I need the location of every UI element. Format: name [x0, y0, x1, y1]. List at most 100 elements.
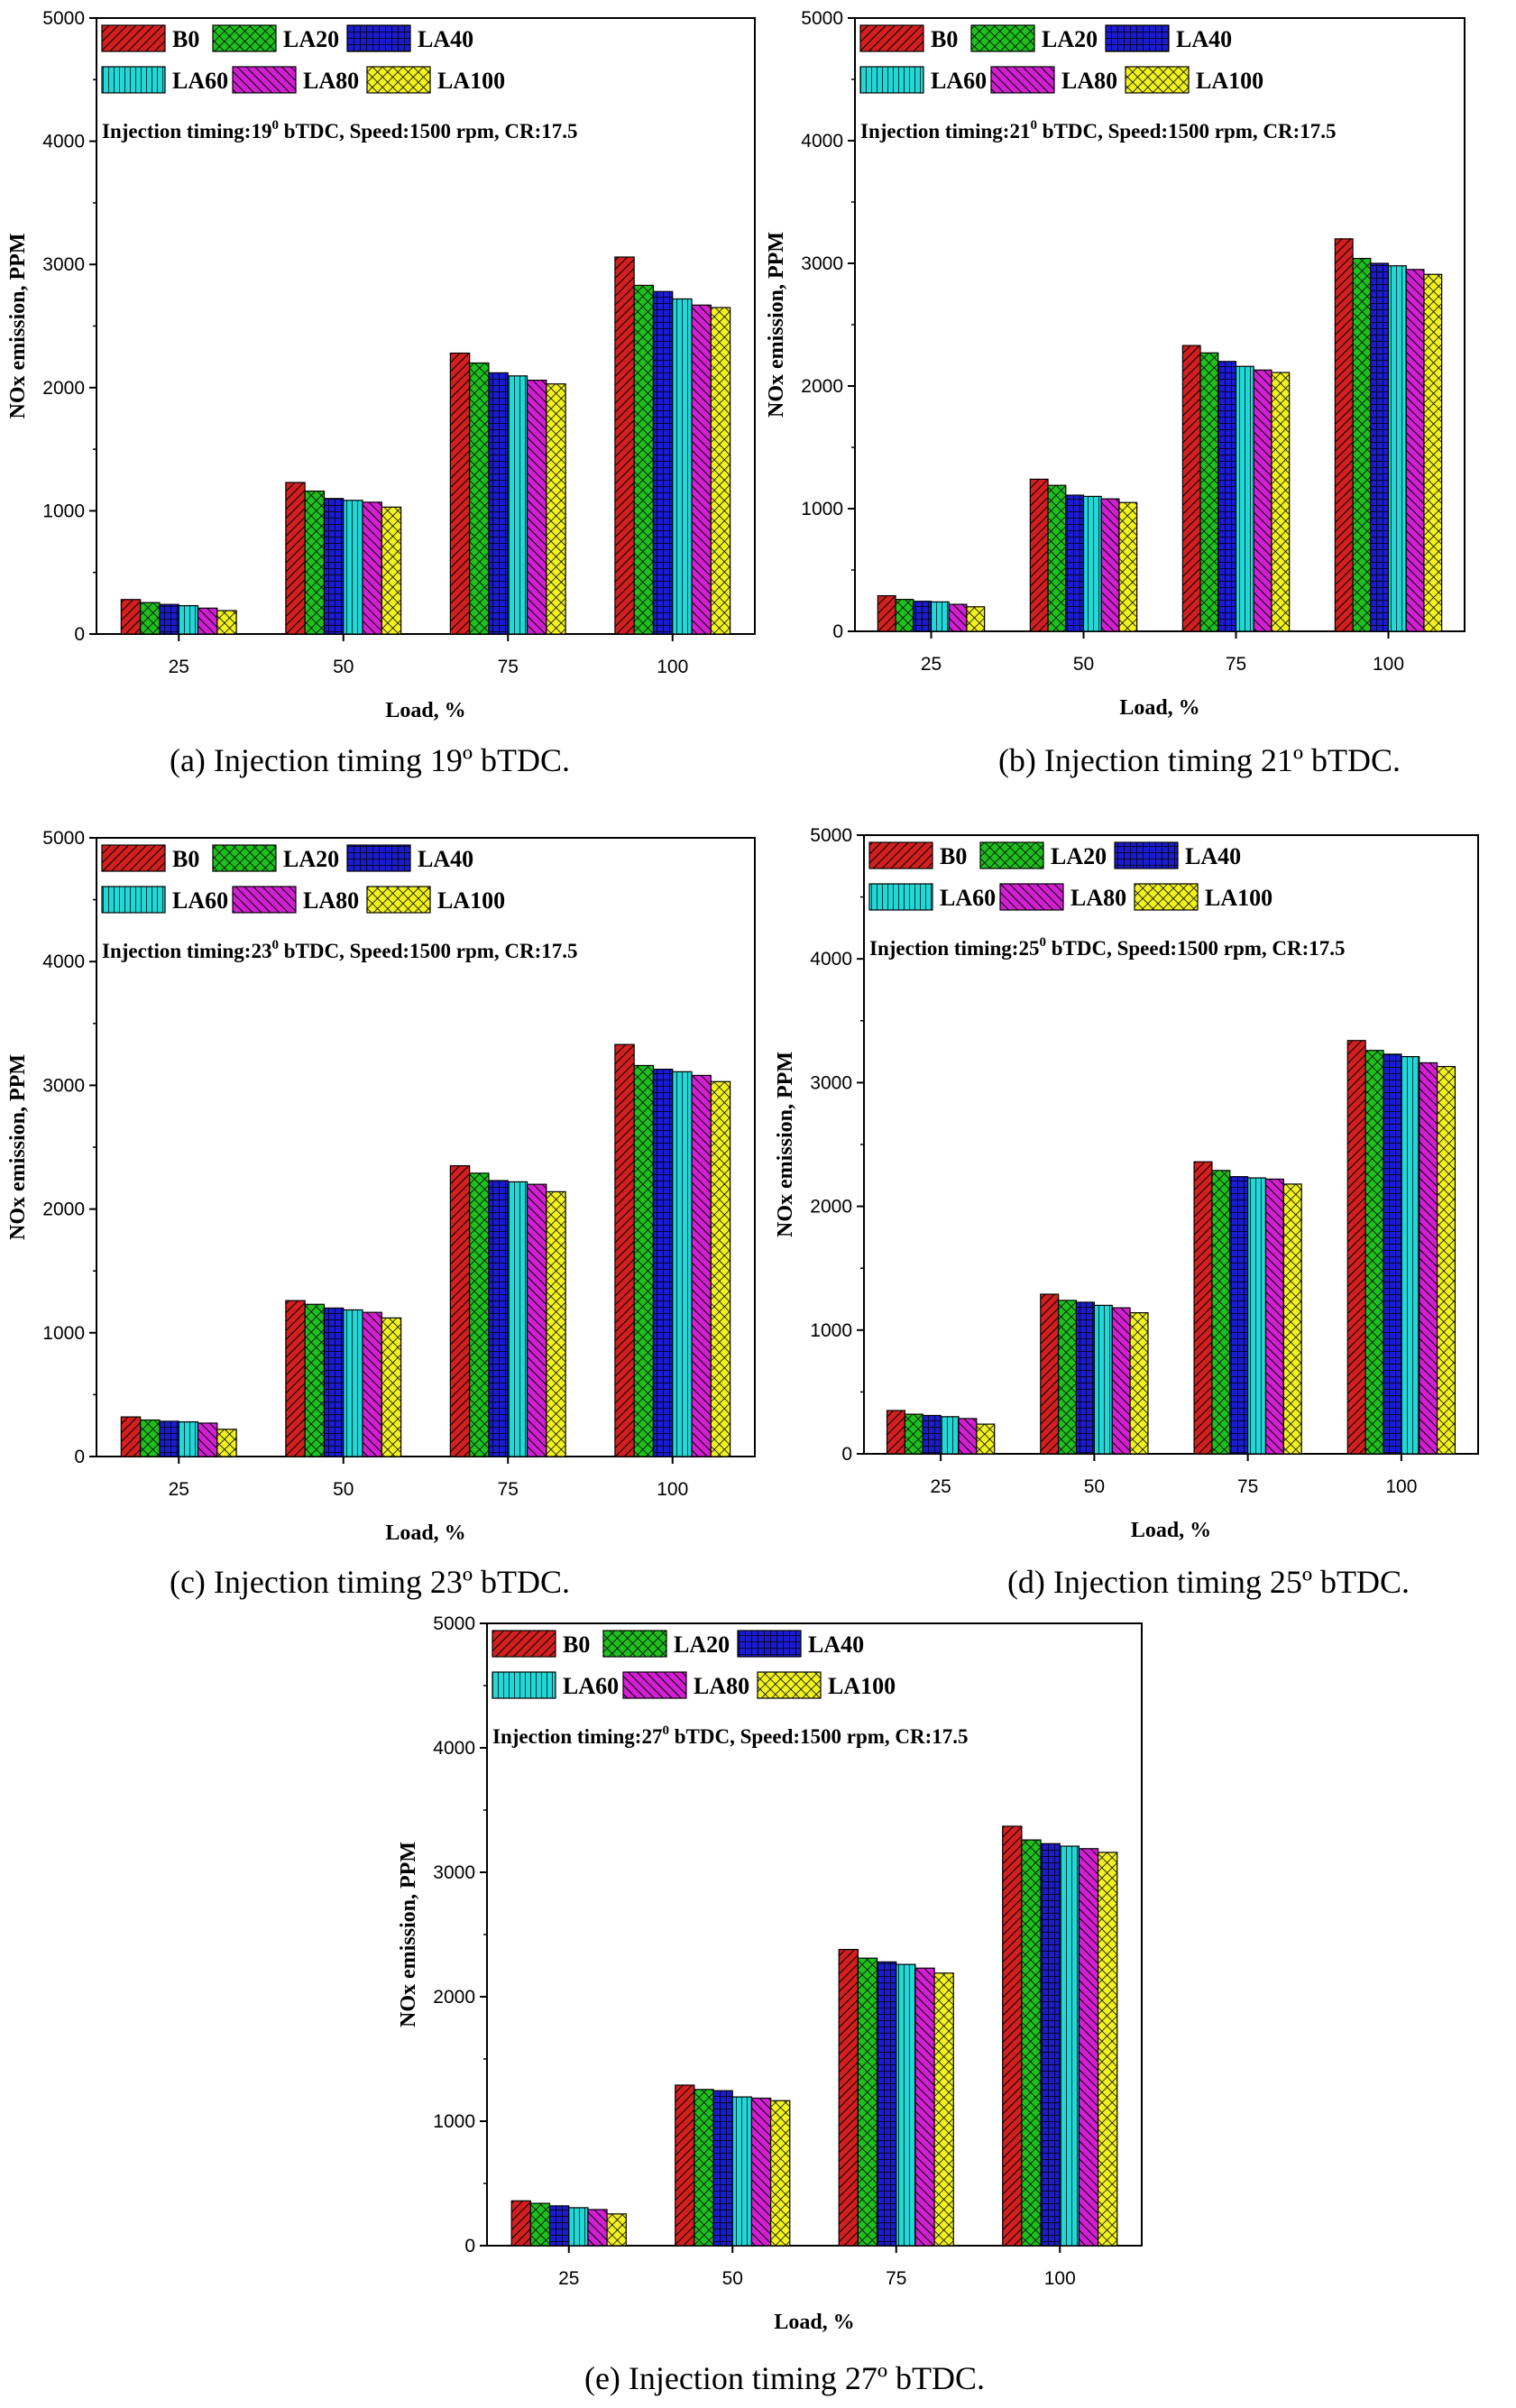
caption-c: (c) Injection timing 23º bTDC.: [169, 1564, 571, 1600]
y-tick-label: 0: [464, 2236, 475, 2256]
x-axis-label: Load, %: [385, 699, 465, 722]
bar-LA40-75: [876, 1961, 897, 2247]
y-tick-label: 4000: [810, 949, 852, 970]
y-tick-label: 3000: [42, 254, 85, 275]
bar-LA100-50: [381, 506, 402, 635]
legend-label-LA20: LA20: [674, 1631, 730, 1658]
legend-swatch-LA80: [232, 886, 297, 914]
legend-swatch-B0: [101, 24, 166, 52]
y-axis-label: NOx emission, PPM: [774, 1052, 797, 1237]
bar-LA80-50: [1100, 498, 1120, 632]
chart-panel-a: 0 1000 2000 3000 4000 5000 NOx emission, PPM 25…: [6, 8, 756, 722]
bar-LA40-25: [159, 1420, 179, 1457]
y-tick-label: 2000: [433, 1987, 475, 2008]
legend-label-LA100: LA100: [1205, 885, 1273, 911]
bar-B0-25: [510, 2200, 531, 2247]
bar-LA40-25: [922, 1414, 942, 1455]
legend-swatch-LA80: [232, 66, 297, 94]
legend-swatch-LA60: [101, 886, 166, 914]
legend-swatch-LA40: [1114, 841, 1179, 869]
bar-LA80-25: [958, 1418, 978, 1455]
bar-LA80-100: [1405, 269, 1425, 632]
bar-LA60-50: [343, 1309, 363, 1457]
y-tick-label: 0: [841, 1444, 852, 1465]
bar-LA80-100: [691, 304, 712, 635]
bar-LA60-100: [1401, 1055, 1420, 1455]
legend-swatch-LA100: [1134, 883, 1199, 911]
bar-LA20-50: [1047, 484, 1067, 632]
bar-LA100-25: [216, 1429, 237, 1457]
bar-LA100-25: [976, 1423, 996, 1455]
legend-swatch-LA60: [868, 883, 933, 911]
legend-label-LA60: LA60: [940, 885, 996, 911]
legend-swatch-B0: [101, 844, 166, 872]
legend-label-LA40: LA40: [808, 1631, 864, 1658]
bar-LA20-75: [1199, 352, 1219, 632]
bar-LA100-50: [1118, 501, 1138, 632]
bar-LA60-50: [343, 500, 363, 635]
bar-LA100-25: [216, 610, 237, 635]
bar-LA40-50: [1065, 494, 1085, 632]
bar-LA20-50: [1058, 1300, 1078, 1455]
x-tick-label: 25: [169, 657, 189, 677]
x-tick-label: 100: [1385, 1476, 1417, 1497]
x-tick-label: 25: [930, 1476, 951, 1497]
legend-swatch-LA20: [212, 844, 277, 872]
y-tick-label: 3000: [801, 253, 843, 274]
bar-LA80-25: [197, 1422, 218, 1457]
bar-LA20-25: [904, 1413, 923, 1455]
legend-label-LA60: LA60: [172, 68, 228, 94]
x-tick-label: 100: [1373, 654, 1404, 675]
bar-LA60-25: [930, 601, 950, 632]
y-tick-label: 3000: [433, 1862, 475, 1883]
bar-LA60-25: [940, 1416, 960, 1455]
bar-LA40-100: [1383, 1053, 1402, 1455]
bar-LA60-100: [672, 298, 693, 635]
caption-a: (a) Injection timing 19º bTDC.: [169, 742, 571, 778]
y-tick-label: 3000: [42, 1075, 85, 1096]
bar-LA60-100: [1387, 265, 1407, 632]
bar-LA40-25: [548, 2205, 570, 2247]
bar-LA60-75: [1247, 1177, 1267, 1455]
bar-LA60-75: [507, 1181, 528, 1457]
x-tick-label: 100: [657, 1479, 688, 1500]
y-tick-label: 1000: [801, 499, 843, 519]
legend-swatch-LA60: [859, 66, 924, 94]
bar-LA20-50: [694, 2089, 714, 2247]
x-axis-label: Load, %: [1119, 696, 1199, 720]
chart-panel-e: 0 1000 2000 3000 4000 5000 NOx emission, PPM 25…: [397, 1613, 1143, 2334]
legend-label-B0: B0: [172, 26, 199, 52]
bar-LA80-75: [1253, 369, 1273, 632]
bar-LA100-25: [606, 2213, 627, 2247]
legend-label-LA40: LA40: [418, 26, 473, 52]
bar-LA100-75: [933, 1972, 954, 2247]
bar-LA20-25: [529, 2202, 551, 2247]
bar-B0-75: [449, 1164, 471, 1457]
bar-LA80-50: [750, 2097, 772, 2247]
legend-swatch-LA100: [366, 66, 431, 94]
x-tick-label: 75: [498, 657, 519, 677]
bar-LA20-75: [469, 362, 490, 635]
y-tick-label: 2000: [810, 1197, 852, 1218]
y-tick-label: 0: [832, 621, 843, 642]
bar-B0-100: [1346, 1040, 1366, 1455]
bar-B0-75: [838, 1948, 859, 2247]
bar-LA60-25: [568, 2207, 589, 2247]
legend-swatch-LA60: [101, 66, 166, 94]
legend-label-LA60: LA60: [563, 1673, 619, 1699]
bar-LA20-100: [1352, 257, 1372, 632]
legend-swatch-LA20: [212, 24, 277, 52]
legend-swatch-LA100: [757, 1671, 822, 1699]
y-tick-label: 0: [74, 624, 85, 645]
bar-LA40-75: [1217, 361, 1237, 632]
bar-LA40-50: [323, 1307, 345, 1457]
legend-swatch-LA100: [1125, 66, 1190, 94]
bar-LA40-25: [913, 601, 933, 632]
legend-label-LA80: LA80: [303, 68, 359, 94]
bar-LA20-75: [469, 1172, 490, 1457]
y-tick-label: 2000: [801, 376, 843, 397]
x-tick-label: 75: [1226, 654, 1246, 675]
legend-label-LA100: LA100: [437, 68, 505, 94]
y-tick-label: 5000: [42, 8, 85, 29]
bar-LA100-75: [546, 383, 566, 635]
